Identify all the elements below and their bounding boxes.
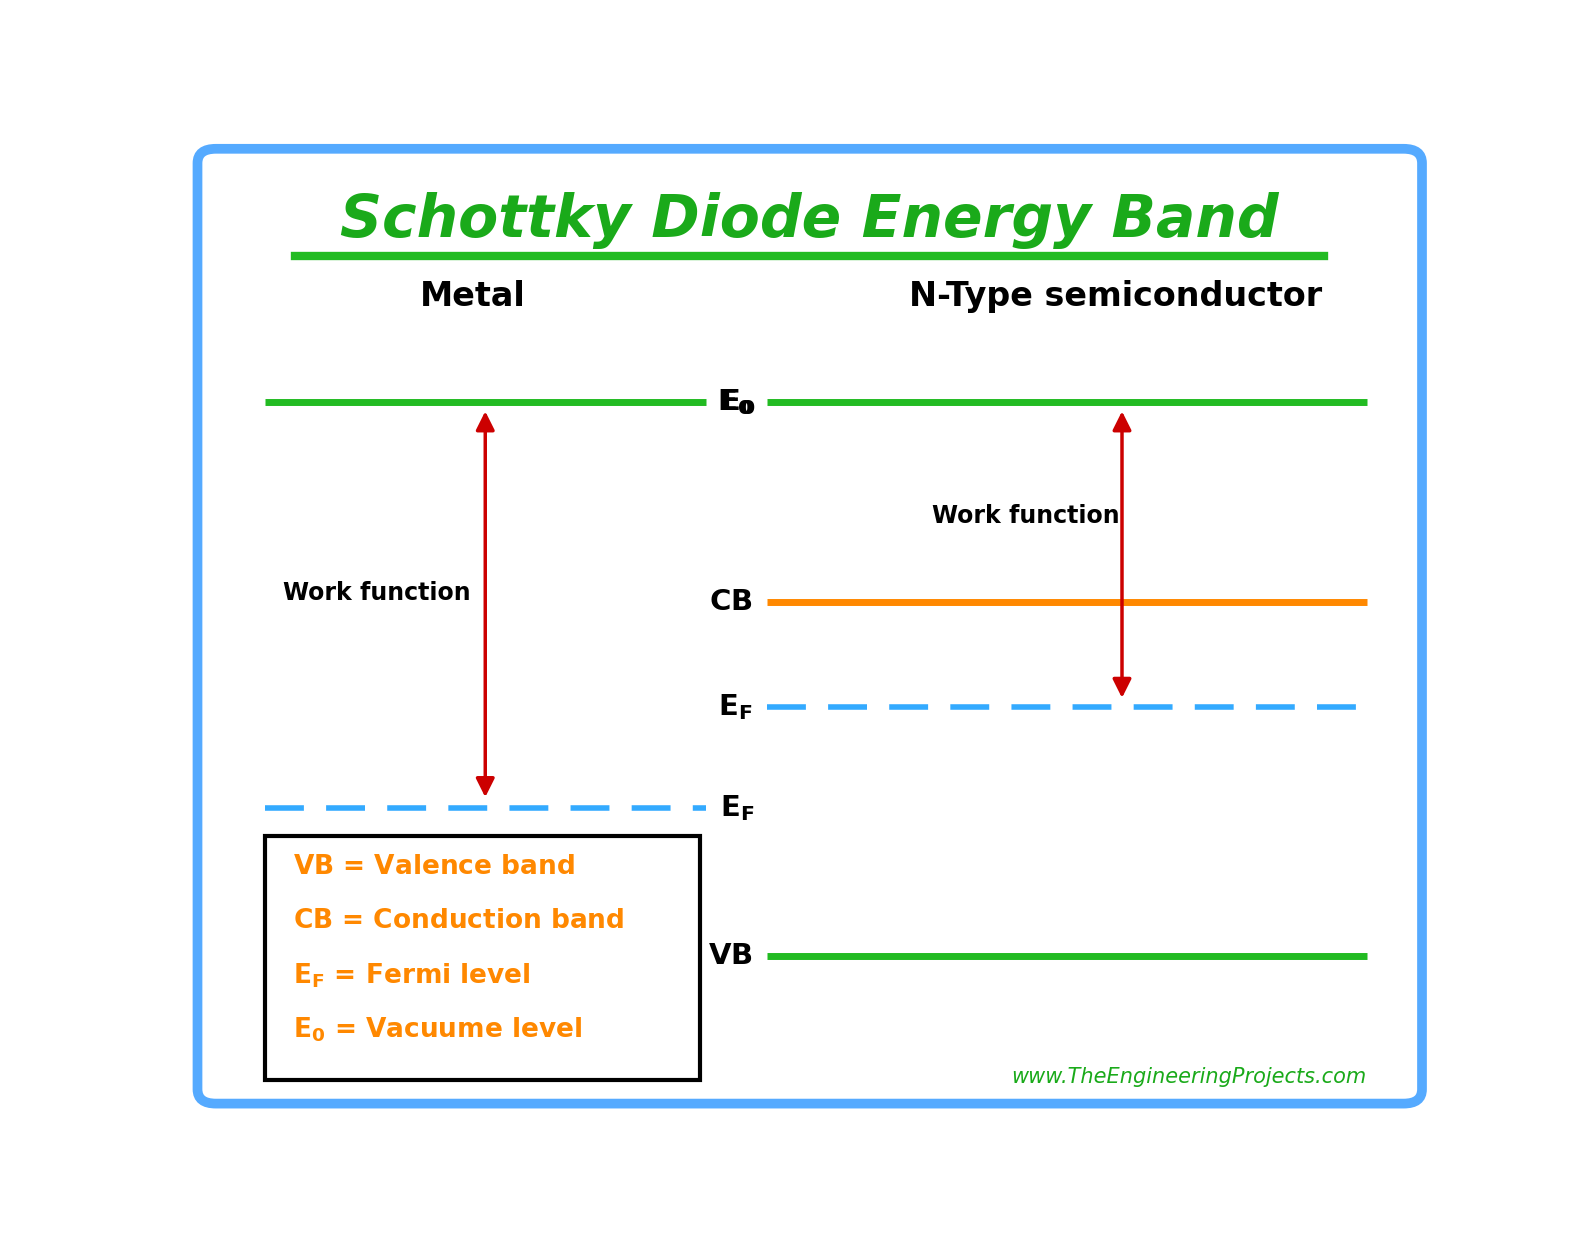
Text: $\mathbf{VB}$ = Valence band: $\mathbf{VB}$ = Valence band	[292, 854, 575, 880]
Text: $\mathbf{E_0}$ = Vacuume level: $\mathbf{E_0}$ = Vacuume level	[292, 1016, 581, 1044]
Text: $\mathbf{VB}$: $\mathbf{VB}$	[708, 941, 752, 970]
Text: Schottky Diode Energy Band: Schottky Diode Energy Band	[340, 192, 1280, 249]
Text: $\mathbf{E_F}$ = Fermi level: $\mathbf{E_F}$ = Fermi level	[292, 961, 531, 990]
Text: Work function: Work function	[932, 505, 1120, 528]
Text: $\mathbf{CB}$ = Conduction band: $\mathbf{CB}$ = Conduction band	[292, 908, 624, 934]
Text: Metal: Metal	[420, 280, 526, 314]
Text: $\mathbf{E_0}$: $\mathbf{E_0}$	[717, 387, 752, 417]
Text: www.TheEngineeringProjects.com: www.TheEngineeringProjects.com	[1011, 1066, 1367, 1087]
Text: $\mathbf{CB}$: $\mathbf{CB}$	[709, 588, 752, 616]
Text: $\mathbf{E_0}$: $\mathbf{E_0}$	[720, 387, 755, 417]
Text: $\mathbf{E_F}$: $\mathbf{E_F}$	[720, 792, 755, 822]
Text: $\mathbf{E_F}$: $\mathbf{E_F}$	[717, 692, 752, 722]
Text: N-Type semiconductor: N-Type semiconductor	[910, 280, 1322, 314]
Text: Work function: Work function	[283, 580, 471, 605]
FancyBboxPatch shape	[265, 836, 700, 1080]
